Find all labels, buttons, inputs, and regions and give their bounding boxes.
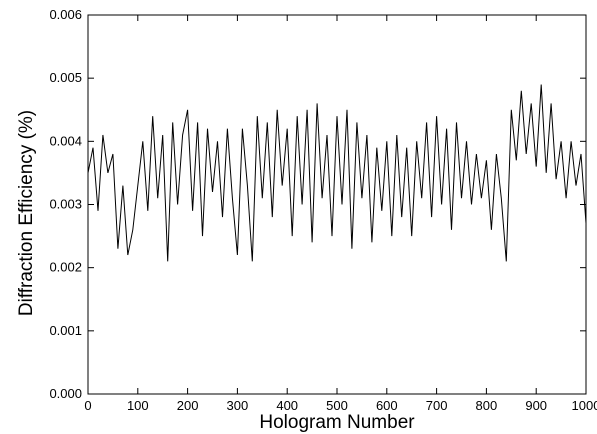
x-tick-label: 200 [177, 398, 199, 413]
series-line [87, 84, 587, 262]
x-tick-label: 1000 [572, 398, 597, 413]
x-tick-label: 600 [376, 398, 398, 413]
y-tick-label: 0.005 [49, 70, 82, 85]
x-tick-label: 0 [84, 398, 91, 413]
axis-ticks [87, 14, 587, 395]
y-axis-title: Diffraction Efficiency (%) [16, 110, 37, 316]
x-axis-title: Hologram Number [259, 412, 415, 433]
y-tick-label: 0.004 [49, 133, 82, 148]
y-tick-label: 0.001 [49, 323, 82, 338]
y-axis-title-group: Diffraction Efficiency (%) [16, 110, 37, 316]
plot-marks [87, 84, 587, 262]
x-tick-label: 100 [127, 398, 149, 413]
y-tick-label: 0.002 [49, 260, 82, 275]
x-tick-label: 300 [227, 398, 249, 413]
plot-frame [87, 14, 587, 395]
y-tick-label: 0.000 [49, 386, 82, 401]
x-tick-label: 800 [476, 398, 498, 413]
tick-labels: 0 100 200 300 400 500 600 700 800 900 1000 0.000 0.0… [49, 7, 597, 413]
y-tick-label: 0.006 [49, 7, 82, 22]
x-tick-label: 900 [525, 398, 547, 413]
x-tick-label: 500 [326, 398, 348, 413]
x-tick-label: 700 [426, 398, 448, 413]
y-tick-label: 0.003 [49, 197, 82, 212]
x-tick-label: 400 [276, 398, 298, 413]
